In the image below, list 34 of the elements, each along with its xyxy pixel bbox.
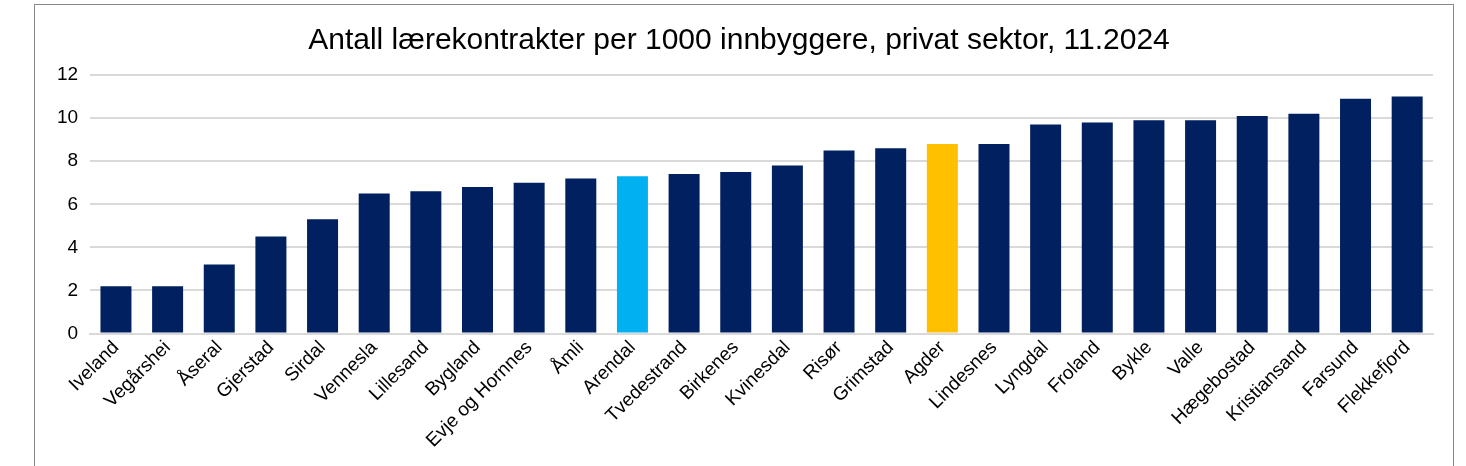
bar xyxy=(771,165,803,333)
y-tick-label: 10 xyxy=(56,106,79,128)
chart-title: Antall lærekontrakter per 1000 innbyggere, privat sektor, 11.2024 xyxy=(308,22,1170,56)
bar xyxy=(152,286,184,333)
bar xyxy=(668,174,700,333)
bar xyxy=(255,236,287,333)
bar xyxy=(616,176,648,333)
bar xyxy=(1391,96,1423,333)
bar xyxy=(926,143,958,333)
y-tick-label: 8 xyxy=(67,149,79,171)
bar xyxy=(462,187,493,333)
bar xyxy=(1288,113,1320,333)
y-tick-label: 4 xyxy=(67,235,79,257)
bar xyxy=(358,193,390,333)
y-tick-label: 0 xyxy=(67,321,79,343)
bar xyxy=(100,286,132,333)
bar xyxy=(565,178,597,333)
y-tick-label: 12 xyxy=(56,63,79,85)
bar xyxy=(1185,120,1217,333)
bar xyxy=(1236,115,1268,333)
bar xyxy=(823,150,855,333)
bar xyxy=(513,182,545,333)
bar xyxy=(1030,124,1062,333)
y-tick-label: 6 xyxy=(67,192,79,214)
bar xyxy=(1081,122,1113,333)
bar xyxy=(410,191,442,333)
bar xyxy=(875,148,907,333)
bar xyxy=(307,219,339,333)
bar xyxy=(978,143,1010,333)
y-tick-label: 2 xyxy=(67,278,79,300)
bar xyxy=(720,171,752,333)
bar xyxy=(1340,98,1372,333)
bar xyxy=(1133,120,1165,333)
bar xyxy=(203,264,235,333)
